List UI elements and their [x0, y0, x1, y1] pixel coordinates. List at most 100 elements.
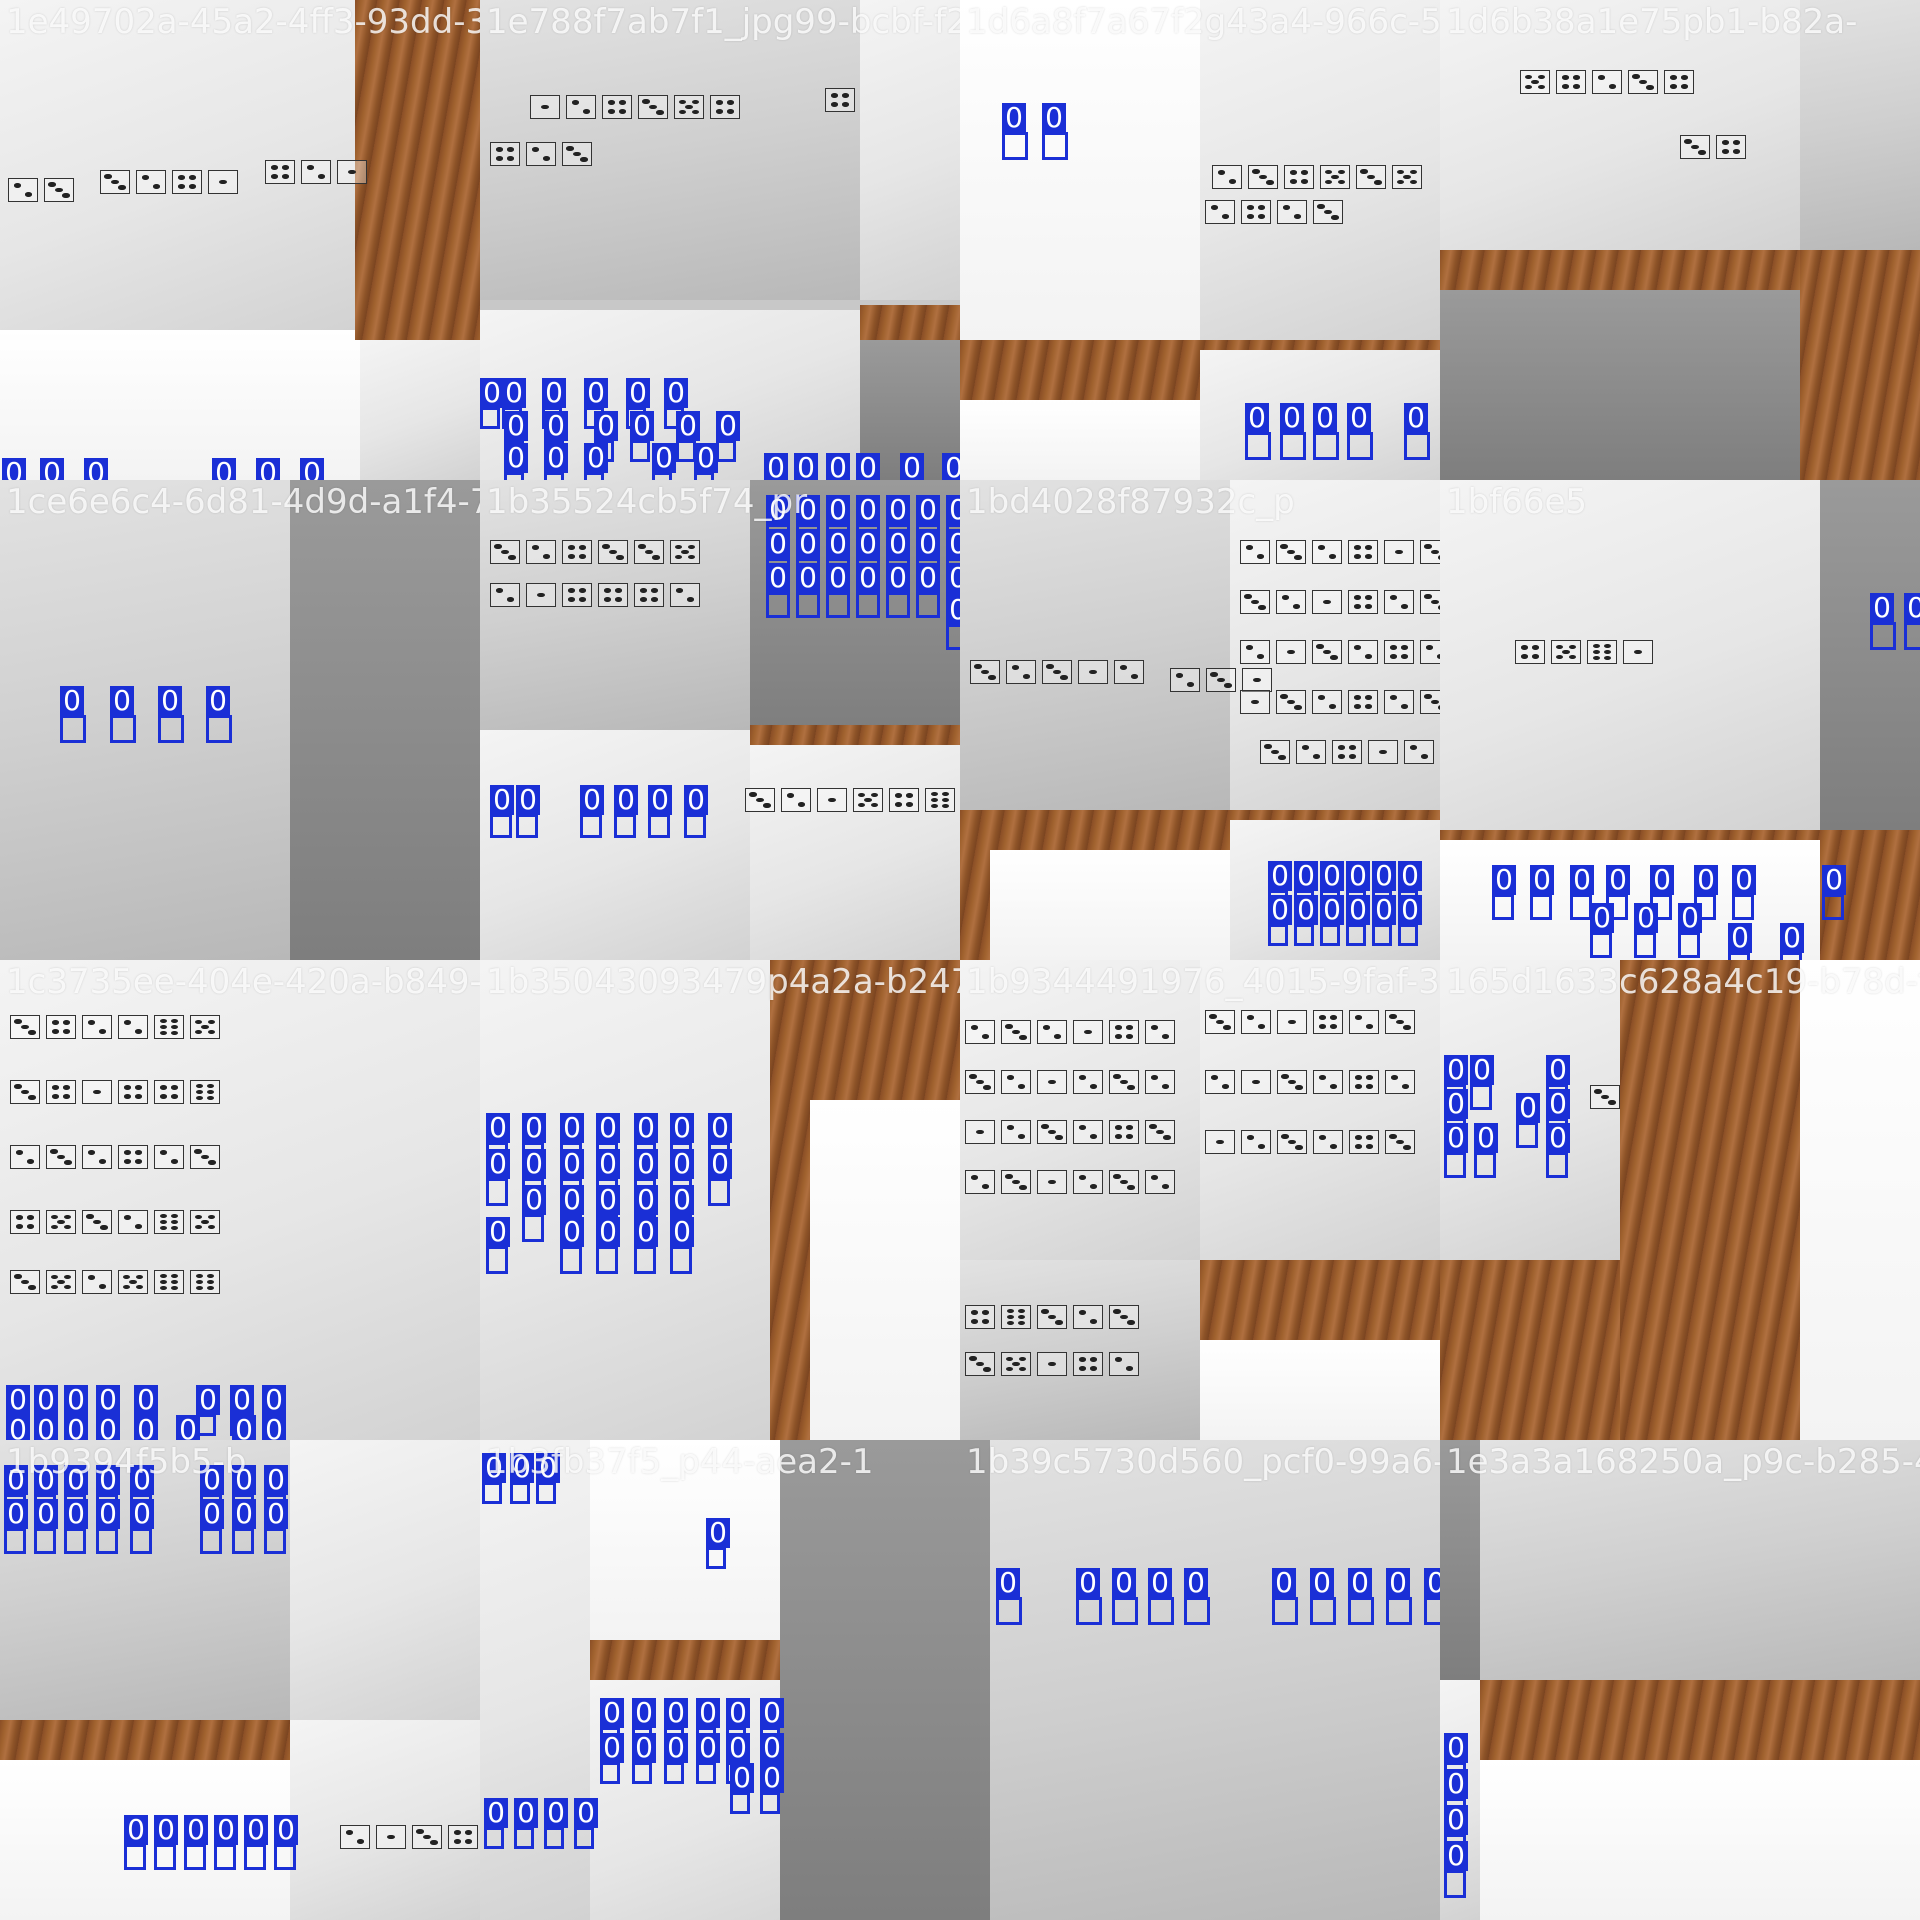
detection-class-label: 0 [536, 1453, 560, 1483]
detection-class-label: 0 [708, 1113, 732, 1143]
domino-tile [1205, 1130, 1235, 1154]
domino-pip [1017, 1134, 1026, 1139]
detection-class-label: 0 [64, 1415, 88, 1440]
domino-tile [1332, 740, 1362, 764]
domino-pip [1042, 1025, 1051, 1030]
domino-pip [1256, 654, 1265, 659]
domino-tile [526, 583, 556, 607]
domino-pip [1163, 1135, 1171, 1140]
domino-pip [614, 588, 623, 593]
domino-pip [691, 109, 699, 115]
domino-pip [603, 588, 612, 593]
detection-box: 0 [1272, 1568, 1298, 1625]
mosaic-tile: 0 0 0 0 0 0 0 0 0 0 0 0 0 0 0 0 0 0 0 0 0 0 1b9394f5b5-b [0, 1440, 480, 1920]
domino-tile [970, 660, 1000, 684]
paper-sheet [810, 1100, 960, 1440]
domino-pip [57, 1279, 65, 1285]
domino-pip [981, 1184, 990, 1189]
domino-pip [1257, 205, 1266, 210]
detection-box: 0 [1444, 1841, 1468, 1898]
detection-class-label: 0 [560, 1217, 584, 1247]
domino-pip [1328, 704, 1337, 709]
paper-sheet [0, 480, 290, 960]
domino-pip [1228, 179, 1237, 184]
domino-pip [1012, 1179, 1020, 1185]
detection-box: 0 [670, 1217, 694, 1274]
detection-class-label: 0 [560, 1185, 584, 1215]
domino-tile [566, 95, 596, 119]
detection-box: 0 [184, 1815, 208, 1870]
detection-box: 0 [1444, 1123, 1468, 1178]
detection-class-label: 0 [916, 495, 940, 525]
domino-tile [10, 1210, 40, 1234]
domino-pip [1120, 1079, 1128, 1085]
domino-pip [1217, 677, 1225, 683]
domino-pip [134, 1150, 143, 1155]
domino-pip [650, 597, 659, 602]
domino-tile [10, 1270, 40, 1294]
domino-pip [170, 1213, 179, 1219]
domino-pip [170, 1279, 179, 1285]
domino-pip [453, 1830, 462, 1835]
domino-pip [1354, 1144, 1363, 1149]
detection-box: 0 [856, 563, 880, 618]
domino-pip [1221, 214, 1230, 219]
domino-pip [1396, 1139, 1404, 1145]
domino-tile [190, 1145, 220, 1169]
domino-pip [1019, 1035, 1027, 1040]
domino-pip [123, 1215, 132, 1220]
domino-pip [1295, 1085, 1303, 1090]
domino-pip [1353, 695, 1362, 700]
detection-box: 0 [1310, 1568, 1336, 1625]
detection-box: 0 [634, 1185, 658, 1242]
domino-pip [1360, 169, 1368, 174]
paper-sheet [960, 480, 1230, 810]
domino-pip [1089, 1084, 1098, 1089]
detection-box: 0 [886, 563, 910, 618]
paper-sheet [990, 850, 1230, 960]
domino-tile [1313, 1070, 1343, 1094]
domino-tile [1006, 660, 1036, 684]
domino-tile [82, 1270, 112, 1294]
domino-tile [1109, 1305, 1139, 1329]
detection-box: 0 [244, 1815, 268, 1870]
domino-pip [159, 1285, 168, 1291]
domino-pip [1120, 1314, 1128, 1320]
domino-tile [1205, 200, 1235, 224]
domino-pip [1217, 170, 1226, 175]
detection-class-label: 0 [694, 443, 718, 473]
domino-pip [1367, 174, 1375, 180]
domino-pip [1125, 1034, 1134, 1039]
domino-pip [1294, 705, 1302, 710]
detection-class-label: 0 [1184, 1568, 1208, 1598]
detection-class-label: 0 [158, 686, 182, 716]
domino-pip [1389, 645, 1398, 650]
detection-class-label: 0 [60, 686, 84, 716]
domino-tile [46, 1080, 76, 1104]
detection-class-label: 0 [1294, 895, 1318, 925]
domino-pip [207, 1214, 215, 1220]
detection-box: 0 [652, 443, 676, 480]
domino-tile [526, 540, 556, 564]
domino-pip [1089, 1357, 1098, 1362]
detection-class-label: 0 [1732, 865, 1756, 895]
domino-pip [62, 193, 70, 198]
detection-class-label: 0 [1424, 1568, 1440, 1598]
domino-tile [670, 540, 700, 564]
detection-class-label: 0 [630, 411, 654, 441]
detection-box: 0 [124, 1815, 148, 1870]
domino-tile [1078, 660, 1108, 684]
detection-box: 0 [1780, 923, 1804, 960]
detection-box: 0 [1280, 403, 1306, 460]
domino-tile [490, 583, 520, 607]
domino-pip [1186, 682, 1195, 687]
detection-class-label: 0 [542, 378, 566, 408]
domino-pip [1323, 649, 1331, 655]
domino-pip [170, 1225, 179, 1231]
domino-pip [1601, 1094, 1609, 1100]
domino-tile [1296, 740, 1326, 764]
detection-class-label: 0 [670, 1185, 694, 1215]
detection-class-label: 0 [1546, 1055, 1570, 1085]
domino-tile [1348, 690, 1378, 714]
